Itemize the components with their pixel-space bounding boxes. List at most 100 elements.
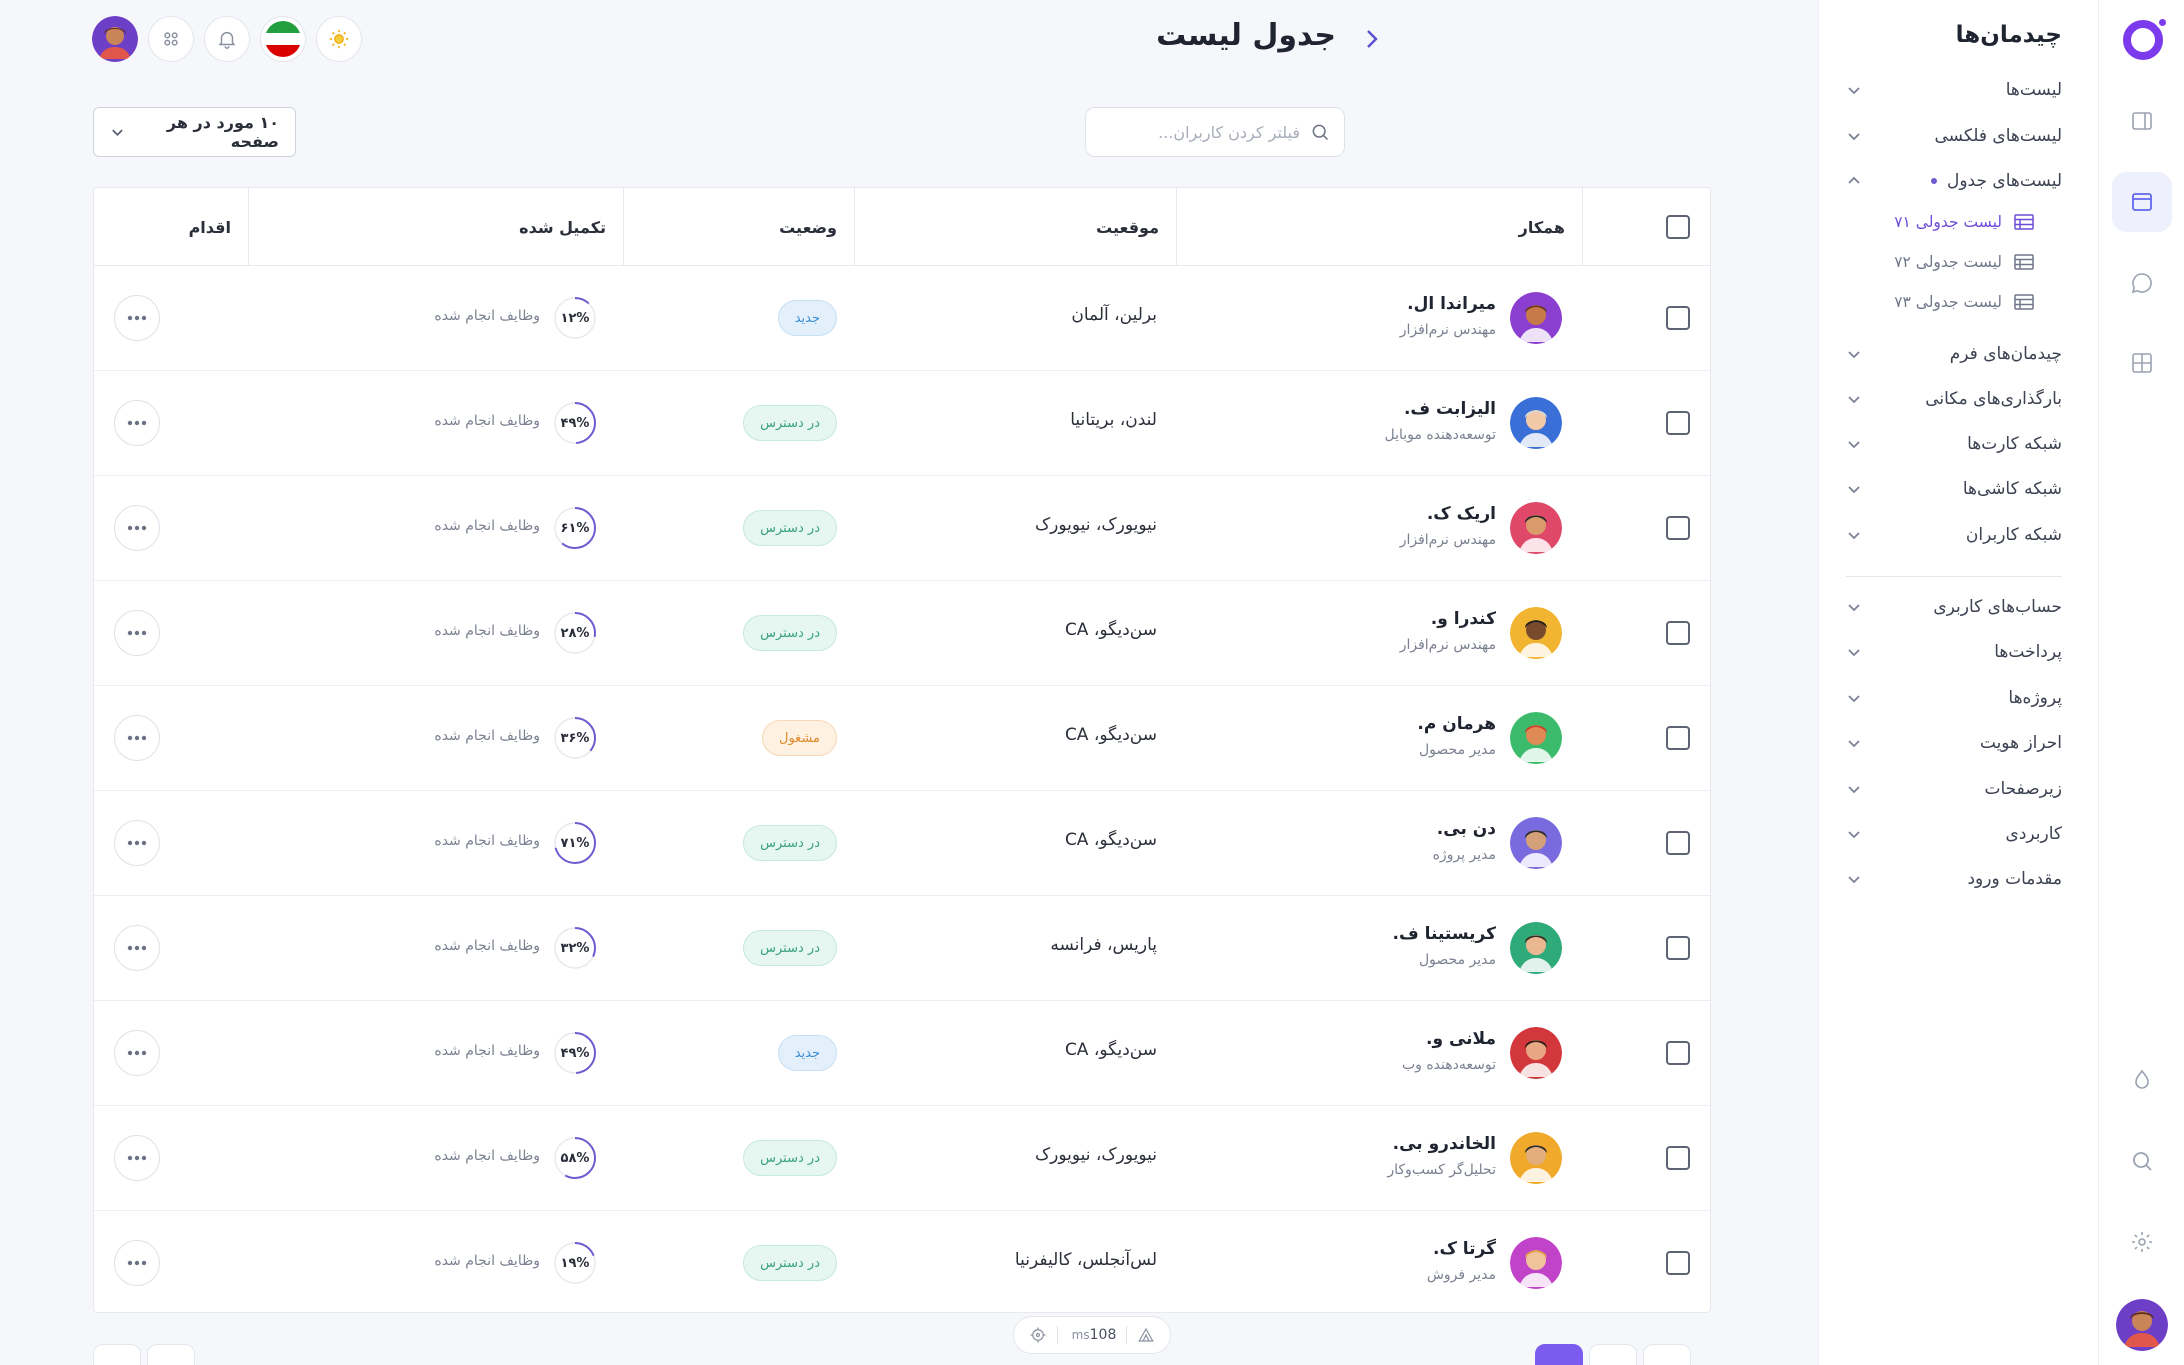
- row-checkbox[interactable]: [1666, 1041, 1690, 1065]
- menu-item-table-lists[interactable]: لیست‌های جدول: [1846, 163, 2062, 199]
- collaborator-name[interactable]: هرمان م.: [1417, 714, 1496, 734]
- row-checkbox[interactable]: [1666, 621, 1690, 645]
- search-icon[interactable]: [2118, 1137, 2166, 1185]
- collaborator-name[interactable]: کریستینا ف.: [1392, 924, 1496, 944]
- grid-icon[interactable]: [2118, 339, 2166, 387]
- more-actions-button[interactable]: [114, 715, 160, 761]
- row-checkbox[interactable]: [1666, 1146, 1690, 1170]
- menu-item-flex-lists[interactable]: لیست‌های فلکسی: [1846, 118, 2062, 154]
- col-status[interactable]: وضعیت: [779, 217, 837, 237]
- menu-item-label: مقدمات ورود: [1967, 869, 2062, 889]
- more-actions-button[interactable]: [114, 1030, 160, 1076]
- more-actions-button[interactable]: [114, 295, 160, 341]
- page-title: جدول لیست: [1156, 18, 1336, 53]
- row-checkbox[interactable]: [1666, 726, 1690, 750]
- collaborator-name[interactable]: ملانی و.: [1426, 1029, 1496, 1049]
- menu-item-label: لیست‌های فلکسی: [1934, 126, 2063, 146]
- row-checkbox[interactable]: [1666, 1251, 1690, 1275]
- menu-item-accounts[interactable]: حساب‌های کاربری: [1846, 589, 2062, 625]
- page-button-active[interactable]: [1535, 1344, 1583, 1365]
- collaborator-name[interactable]: کندرا و.: [1430, 609, 1496, 629]
- main-content: جدول لیست ۱۰ مورد در هر صفحه: [92, 16, 1711, 1365]
- col-collaborator[interactable]: همکار: [1518, 217, 1565, 237]
- page-button[interactable]: [147, 1344, 195, 1365]
- row-checkbox[interactable]: [1666, 831, 1690, 855]
- logo-icon[interactable]: [2121, 16, 2169, 62]
- progress-ring: ۵۸%: [552, 1135, 598, 1181]
- row-checkbox[interactable]: [1666, 411, 1690, 435]
- theme-toggle[interactable]: [316, 16, 362, 62]
- per-page-select[interactable]: ۱۰ مورد در هر صفحه: [93, 107, 296, 157]
- tasks-label: وظایف انجام شده: [434, 518, 540, 534]
- crosshair-icon[interactable]: [1029, 1326, 1047, 1344]
- page-button[interactable]: [1643, 1344, 1691, 1365]
- avatar: [1510, 817, 1562, 869]
- tasks-label: وظایف انجام شده: [434, 1148, 540, 1164]
- sub-item-label: لیست جدولی ۷۳: [1894, 293, 2002, 311]
- progress-ring: ۳۲%: [552, 925, 598, 971]
- row-checkbox[interactable]: [1666, 936, 1690, 960]
- menu-item-payments[interactable]: پرداخت‌ها: [1846, 634, 2062, 670]
- more-dots-icon: [127, 945, 147, 951]
- sub-item-table-list-1[interactable]: لیست جدولی ۷۱: [1894, 205, 2034, 239]
- page-button[interactable]: [1589, 1344, 1637, 1365]
- layout-panel-icon[interactable]: [2118, 97, 2166, 145]
- menu-item-tile-grid[interactable]: شبکه کاشی‌ها: [1846, 471, 2062, 507]
- chevron-down-icon: [1848, 133, 1860, 141]
- col-location[interactable]: موقعیت: [1096, 217, 1159, 237]
- more-dots-icon: [127, 1260, 147, 1266]
- collaborator-name[interactable]: الیزابت ف.: [1403, 399, 1496, 419]
- menu-item-projects[interactable]: پروژه‌ها: [1846, 680, 2062, 716]
- sub-item-label: لیست جدولی ۷۲: [1894, 253, 2002, 271]
- menu-item-utility[interactable]: کاربردی: [1846, 816, 2062, 852]
- more-actions-button[interactable]: [114, 820, 160, 866]
- collaborator-role: مهندس نرم‌افزار: [1399, 532, 1496, 548]
- menu-item-auth[interactable]: احراز هویت: [1846, 725, 2062, 761]
- select-all-checkbox[interactable]: [1666, 215, 1690, 239]
- location-text: سن‌دیگو، CA: [1064, 620, 1157, 640]
- more-actions-button[interactable]: [114, 925, 160, 971]
- menu-item-form-layouts[interactable]: چیدمان‌های فرم: [1846, 336, 2062, 372]
- chevron-right-icon[interactable]: [1360, 28, 1382, 50]
- search-input[interactable]: [1100, 122, 1300, 142]
- sub-item-table-list-2[interactable]: لیست جدولی ۷۲: [1894, 245, 2034, 279]
- row-checkbox[interactable]: [1666, 516, 1690, 540]
- more-actions-button[interactable]: [114, 1135, 160, 1181]
- more-actions-button[interactable]: [114, 1240, 160, 1286]
- location-text: سن‌دیگو، CA: [1064, 1040, 1157, 1060]
- more-actions-button[interactable]: [114, 400, 160, 446]
- collaborator-name[interactable]: اریک ک.: [1426, 504, 1496, 524]
- notifications-button[interactable]: [204, 16, 250, 62]
- drop-icon[interactable]: [2118, 1056, 2166, 1104]
- profile-avatar[interactable]: [92, 16, 138, 62]
- menu-item-onboarding[interactable]: مقدمات ورود: [1846, 861, 2062, 897]
- menu-item-lists[interactable]: لیست‌ها: [1846, 72, 2062, 108]
- col-completed[interactable]: تکمیل شده: [519, 217, 606, 237]
- menu-item-user-grid[interactable]: شبکه کاربران: [1846, 517, 2062, 553]
- location-text: سن‌دیگو، CA: [1064, 830, 1157, 850]
- gear-icon[interactable]: [2118, 1218, 2166, 1266]
- collaborator-name[interactable]: الخاندرو بی.: [1392, 1134, 1496, 1154]
- more-actions-button[interactable]: [114, 610, 160, 656]
- menu-item-label: پروژه‌ها: [2008, 688, 2062, 708]
- collaborator-name[interactable]: میراندا ال.: [1407, 294, 1496, 314]
- chat-icon[interactable]: [2118, 259, 2166, 307]
- collaborator-name[interactable]: گرتا ک.: [1432, 1239, 1496, 1259]
- status-badge: در دسترس: [743, 510, 837, 546]
- collaborator-name[interactable]: دن بی.: [1436, 819, 1496, 839]
- menu-item-subpages[interactable]: زیرصفحات: [1846, 771, 2062, 807]
- page-button[interactable]: [93, 1344, 141, 1365]
- table-header: همکار موقعیت وضعیت تکمیل شده اقدام: [94, 188, 1710, 266]
- chevron-up-icon: [1848, 176, 1860, 184]
- menu-item-placeholder-loads[interactable]: بارگذاری‌های مکانی: [1846, 381, 2062, 417]
- apps-button[interactable]: [148, 16, 194, 62]
- language-switcher[interactable]: [260, 16, 306, 62]
- menu-item-card-grid[interactable]: شبکه کارت‌ها: [1846, 426, 2062, 462]
- user-avatar[interactable]: [2116, 1299, 2168, 1351]
- status-badge: در دسترس: [743, 405, 837, 441]
- row-checkbox[interactable]: [1666, 306, 1690, 330]
- sub-item-table-list-3[interactable]: لیست جدولی ۷۳: [1894, 285, 2034, 319]
- layouts-icon[interactable]: [2112, 172, 2172, 232]
- chevron-down-icon: [1848, 695, 1860, 703]
- more-actions-button[interactable]: [114, 505, 160, 551]
